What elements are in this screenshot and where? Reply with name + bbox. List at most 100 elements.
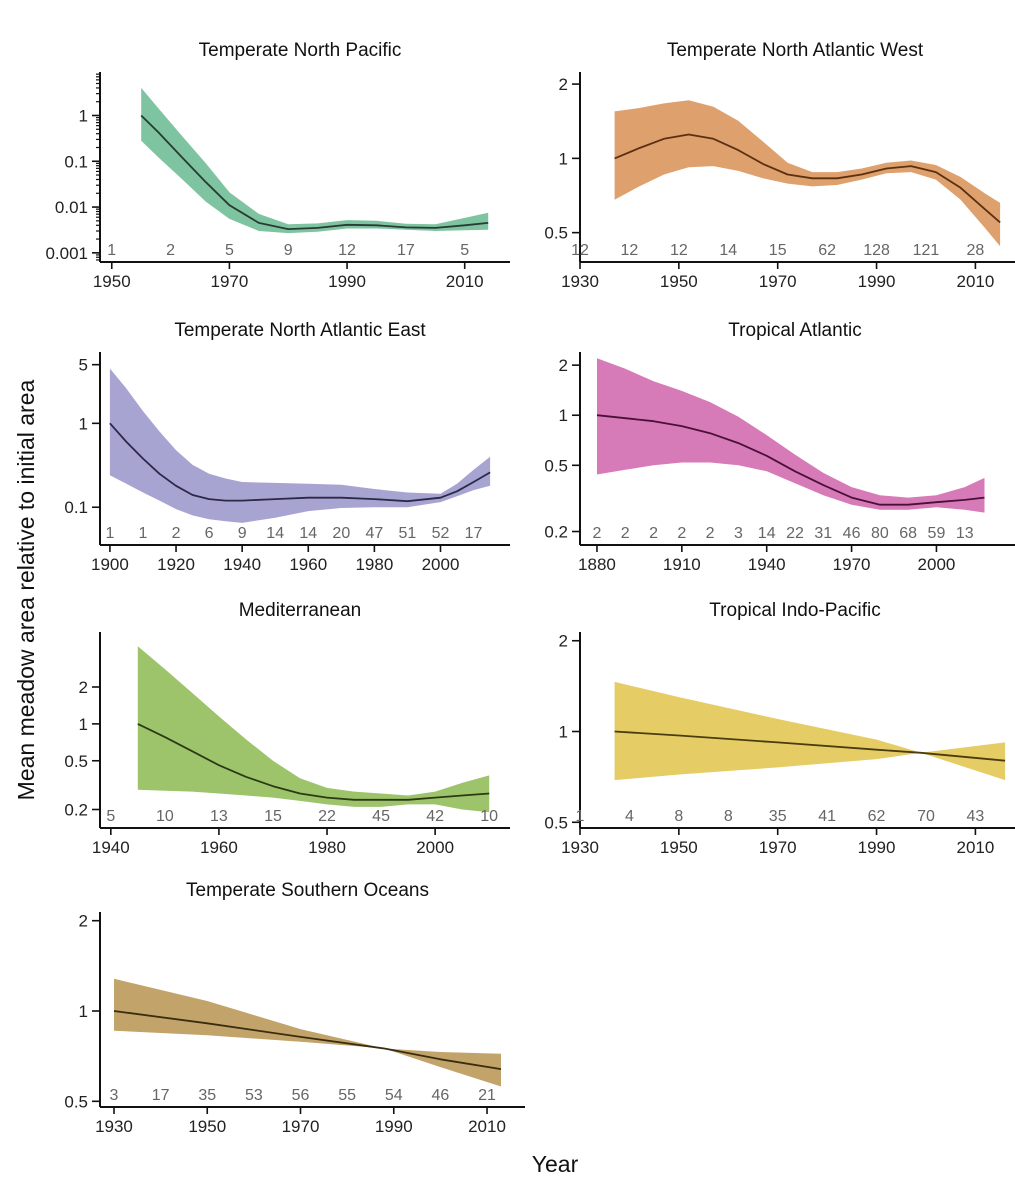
sample-count: 1 bbox=[576, 808, 585, 825]
sample-count: 2 bbox=[649, 525, 658, 542]
x-tick-label: 1950 bbox=[188, 1117, 226, 1136]
sample-count: 4 bbox=[625, 808, 634, 825]
sample-count: 8 bbox=[724, 808, 733, 825]
y-tick-label: 0.5 bbox=[64, 752, 88, 771]
x-tick-label: 1960 bbox=[200, 838, 238, 857]
x-tick-label: 1990 bbox=[328, 272, 366, 291]
x-axis-label: Year bbox=[532, 1151, 579, 1177]
sample-count: 2 bbox=[166, 242, 175, 259]
confidence-band bbox=[614, 681, 1006, 781]
sample-count: 15 bbox=[769, 242, 787, 259]
panel-title: Temperate North Pacific bbox=[199, 40, 402, 61]
x-tick-label: 1990 bbox=[858, 838, 896, 857]
x-tick-label: 1940 bbox=[92, 838, 130, 857]
y-tick-label: 1 bbox=[559, 406, 568, 425]
x-tick-label: 1900 bbox=[91, 555, 129, 574]
fit-line bbox=[113, 1010, 502, 1070]
x-tick-label: 1960 bbox=[289, 555, 327, 574]
panel-7: Temperate Southern Oceans 0.5 1 2 1930 1950 19… bbox=[64, 880, 525, 1136]
y-tick-label: 2 bbox=[79, 912, 88, 931]
x-tick-label: 1930 bbox=[95, 1117, 133, 1136]
sample-count: 54 bbox=[385, 1087, 403, 1104]
sample-count: 52 bbox=[432, 525, 450, 542]
sample-count: 2 bbox=[172, 525, 181, 542]
panels-group: Temperate North Pacific0.0010.010.111950… bbox=[45, 40, 1015, 1136]
fit-line bbox=[140, 114, 489, 230]
y-tick-label: 1 bbox=[559, 723, 568, 742]
x-tick-label: 1980 bbox=[355, 555, 393, 574]
confidence-band bbox=[114, 978, 501, 1087]
y-tick-label: 0.01 bbox=[55, 198, 88, 217]
fit-line bbox=[614, 133, 1001, 224]
x-tick-label: 1940 bbox=[748, 555, 786, 574]
sample-count: 68 bbox=[899, 525, 917, 542]
panel-6: Tropical Indo-Pacific 0.5 1 2 1930 1950 1970 19… bbox=[544, 600, 1015, 857]
fit-line bbox=[137, 723, 490, 801]
x-tick-label: 1970 bbox=[210, 272, 248, 291]
panel-title: Mediterranean bbox=[239, 600, 362, 621]
fit-line bbox=[109, 422, 491, 503]
y-tick-label: 1 bbox=[559, 149, 568, 168]
sample-count: 10 bbox=[156, 808, 174, 825]
y-tick-label: 0.5 bbox=[544, 224, 568, 243]
sample-count: 3 bbox=[110, 1087, 119, 1104]
panel-5: Mediterranean 0.2 0.5 1 2 1940 1960 1980 2000 5 10… bbox=[64, 600, 510, 857]
sample-count: 14 bbox=[266, 525, 284, 542]
sample-count: 14 bbox=[758, 525, 776, 542]
sample-count: 13 bbox=[956, 525, 974, 542]
fit-line bbox=[596, 414, 985, 506]
sample-count: 41 bbox=[818, 808, 836, 825]
confidence-band bbox=[137, 646, 490, 813]
y-tick-label: 1 bbox=[79, 1002, 88, 1021]
sample-count: 9 bbox=[238, 525, 247, 542]
confidence-band bbox=[109, 368, 491, 523]
x-tick-label: 2010 bbox=[468, 1117, 506, 1136]
sample-count: 5 bbox=[225, 242, 234, 259]
sample-count: 1 bbox=[105, 525, 114, 542]
x-tick-label: 1990 bbox=[858, 272, 896, 291]
y-tick-label: 1 bbox=[79, 106, 88, 125]
sample-count: 20 bbox=[332, 525, 350, 542]
panel-title: Temperate Southern Oceans bbox=[186, 880, 429, 901]
sample-count: 8 bbox=[674, 808, 683, 825]
x-tick-label: 1880 bbox=[578, 555, 616, 574]
panel-title: Temperate North Atlantic West bbox=[667, 40, 924, 61]
confidence-band bbox=[614, 100, 1001, 247]
y-tick-label: 1 bbox=[79, 414, 88, 433]
sample-count: 5 bbox=[106, 808, 115, 825]
sample-count: 51 bbox=[399, 525, 417, 542]
sample-count: 53 bbox=[245, 1087, 263, 1104]
x-tick-label: 2000 bbox=[918, 555, 956, 574]
x-tick-label: 1970 bbox=[759, 838, 797, 857]
sample-count: 17 bbox=[152, 1087, 170, 1104]
y-tick-label: 0.2 bbox=[544, 523, 568, 542]
y-tick-label: 0.001 bbox=[45, 244, 88, 263]
sample-count: 21 bbox=[478, 1087, 496, 1104]
sample-count: 17 bbox=[465, 525, 483, 542]
y-tick-label: 0.2 bbox=[64, 800, 88, 819]
sample-count: 14 bbox=[719, 242, 737, 259]
sample-count: 56 bbox=[292, 1087, 310, 1104]
sample-count: 2 bbox=[706, 525, 715, 542]
panel-title: Tropical Atlantic bbox=[728, 320, 861, 341]
sample-count: 43 bbox=[967, 808, 985, 825]
y-tick-label: 0.5 bbox=[544, 813, 568, 832]
panel-4: Tropical Atlantic 0.2 0.5 1 2 1880 1910 1940 197… bbox=[544, 320, 1015, 574]
y-axis-label: Mean meadow area relative to initial are… bbox=[13, 379, 39, 800]
x-tick-label: 2000 bbox=[416, 838, 454, 857]
x-tick-label: 1920 bbox=[157, 555, 195, 574]
sample-count: 47 bbox=[365, 525, 383, 542]
sample-count: 42 bbox=[426, 808, 444, 825]
x-tick-label: 1980 bbox=[308, 838, 346, 857]
y-tick-label: 0.5 bbox=[544, 456, 568, 475]
sample-count: 59 bbox=[928, 525, 946, 542]
sample-count: 5 bbox=[460, 242, 469, 259]
sample-count: 1 bbox=[139, 525, 148, 542]
sample-count: 45 bbox=[372, 808, 390, 825]
sample-count: 62 bbox=[868, 808, 886, 825]
x-tick-label: 1950 bbox=[660, 838, 698, 857]
sample-count: 3 bbox=[734, 525, 743, 542]
confidence-band bbox=[597, 358, 985, 513]
confidence-band bbox=[141, 87, 489, 234]
